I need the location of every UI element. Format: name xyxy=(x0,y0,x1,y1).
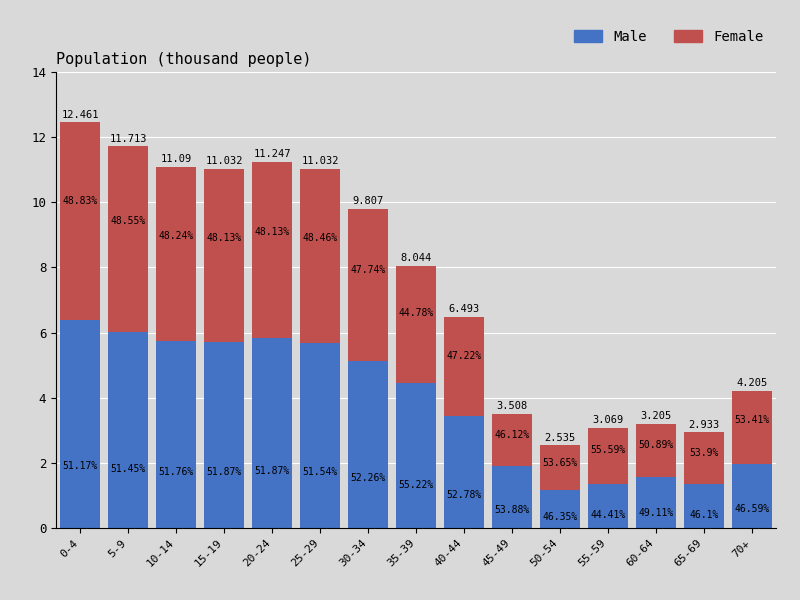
Legend: Male, Female: Male, Female xyxy=(569,24,769,49)
Text: 4.205: 4.205 xyxy=(736,379,768,388)
Bar xyxy=(348,209,389,361)
Bar xyxy=(155,167,196,341)
Bar xyxy=(491,414,533,466)
Bar xyxy=(59,122,101,320)
Text: 51.87%: 51.87% xyxy=(254,466,290,476)
Text: 51.45%: 51.45% xyxy=(110,464,146,474)
Text: 47.22%: 47.22% xyxy=(446,352,482,361)
Text: 53.41%: 53.41% xyxy=(734,415,770,425)
Bar xyxy=(348,361,389,528)
Bar xyxy=(155,341,196,528)
Text: 50.89%: 50.89% xyxy=(638,440,674,450)
Text: 48.24%: 48.24% xyxy=(158,232,194,241)
Text: 8.044: 8.044 xyxy=(400,253,432,263)
Bar xyxy=(204,341,245,528)
Bar xyxy=(539,445,580,490)
Bar xyxy=(491,466,533,528)
Text: 3.069: 3.069 xyxy=(592,415,624,425)
Text: 53.65%: 53.65% xyxy=(542,458,578,468)
Bar xyxy=(204,169,245,341)
Text: 48.55%: 48.55% xyxy=(110,215,146,226)
Text: 44.41%: 44.41% xyxy=(590,509,626,520)
Text: 11.032: 11.032 xyxy=(206,156,242,166)
Bar xyxy=(635,477,676,528)
Text: 48.83%: 48.83% xyxy=(62,196,98,206)
Bar xyxy=(252,338,293,528)
Text: 46.12%: 46.12% xyxy=(494,430,530,440)
Text: 51.76%: 51.76% xyxy=(158,467,194,477)
Bar xyxy=(443,416,485,528)
Bar xyxy=(396,266,437,383)
Bar xyxy=(107,332,148,528)
Text: 52.26%: 52.26% xyxy=(350,473,386,483)
Text: 9.807: 9.807 xyxy=(352,196,384,206)
Text: 44.78%: 44.78% xyxy=(398,308,434,318)
Text: 46.1%: 46.1% xyxy=(690,510,718,520)
Text: 47.74%: 47.74% xyxy=(350,265,386,275)
Text: 53.88%: 53.88% xyxy=(494,505,530,515)
Text: 3.508: 3.508 xyxy=(496,401,528,411)
Bar xyxy=(59,320,101,528)
Text: 2.933: 2.933 xyxy=(688,420,720,430)
Text: 11.032: 11.032 xyxy=(302,156,338,166)
Text: 48.13%: 48.13% xyxy=(254,227,290,237)
Text: 55.59%: 55.59% xyxy=(590,445,626,455)
Bar xyxy=(107,146,148,332)
Text: 52.78%: 52.78% xyxy=(446,490,482,500)
Text: 51.87%: 51.87% xyxy=(206,467,242,477)
Bar xyxy=(683,433,724,484)
Text: 46.35%: 46.35% xyxy=(542,512,578,521)
Text: 51.17%: 51.17% xyxy=(62,461,98,470)
Bar xyxy=(683,484,724,528)
Text: 48.46%: 48.46% xyxy=(302,233,338,244)
Text: 2.535: 2.535 xyxy=(544,433,576,443)
Bar xyxy=(587,428,628,484)
Bar xyxy=(252,161,293,338)
Text: 46.59%: 46.59% xyxy=(734,504,770,514)
Text: 11.713: 11.713 xyxy=(110,134,146,144)
Text: 11.09: 11.09 xyxy=(160,154,192,164)
Text: 6.493: 6.493 xyxy=(448,304,480,314)
Bar xyxy=(443,317,485,416)
Text: 48.13%: 48.13% xyxy=(206,233,242,243)
Bar xyxy=(300,343,341,528)
Text: 11.247: 11.247 xyxy=(254,149,290,159)
Bar xyxy=(396,383,437,528)
Text: 53.9%: 53.9% xyxy=(690,448,718,458)
Text: 51.54%: 51.54% xyxy=(302,467,338,478)
Bar xyxy=(587,484,628,528)
Bar xyxy=(731,464,772,528)
Text: 49.11%: 49.11% xyxy=(638,508,674,518)
Bar xyxy=(635,424,676,477)
Text: 55.22%: 55.22% xyxy=(398,479,434,490)
Bar xyxy=(539,490,580,528)
Text: 12.461: 12.461 xyxy=(62,110,98,119)
Bar xyxy=(300,169,341,343)
Text: 3.205: 3.205 xyxy=(640,411,672,421)
Bar xyxy=(731,391,772,464)
Text: Population (thousand people): Population (thousand people) xyxy=(56,52,311,67)
